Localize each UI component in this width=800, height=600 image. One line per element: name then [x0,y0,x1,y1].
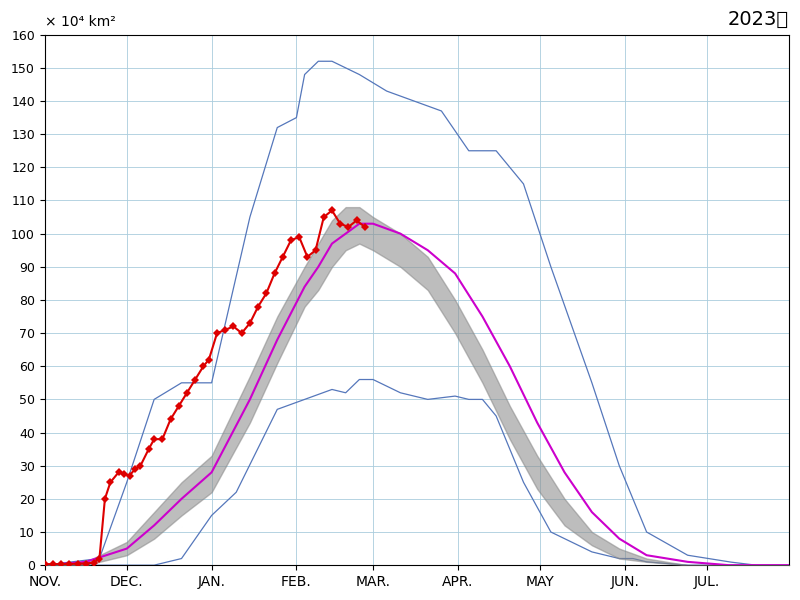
Text: 2023年: 2023年 [728,10,789,29]
Text: × 10⁴ km²: × 10⁴ km² [45,16,115,29]
